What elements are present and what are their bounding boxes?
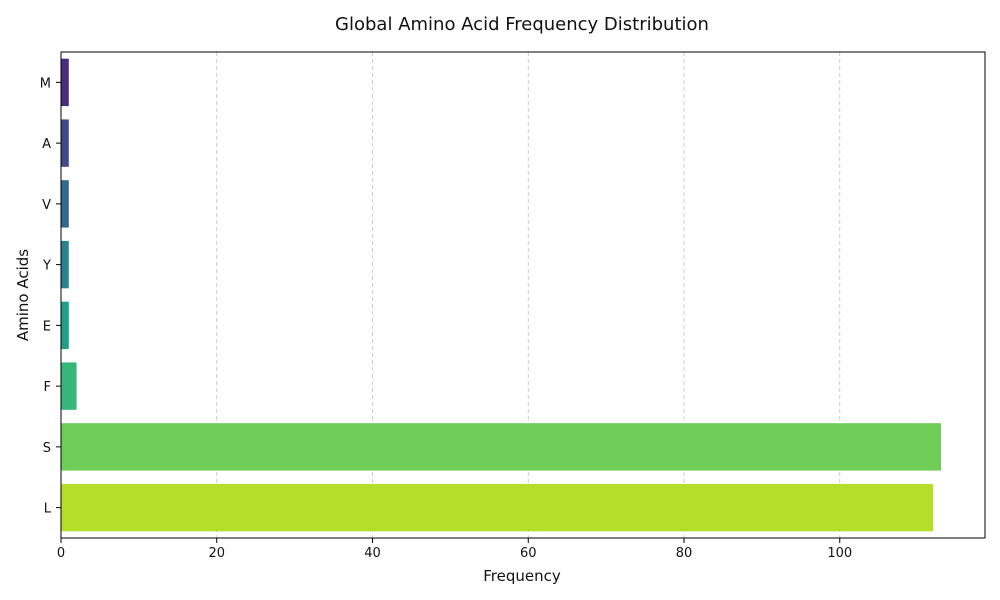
y-tick-label: L <box>44 502 52 517</box>
y-tick-label: F <box>44 380 51 395</box>
y-tick-label: V <box>42 198 51 213</box>
plot-frame <box>60 51 986 539</box>
y-tick-label: S <box>43 441 51 456</box>
bar-L <box>61 483 934 532</box>
bar-S <box>61 423 941 471</box>
y-axis-label: Amino Acids <box>14 249 32 341</box>
y-tick-label: M <box>40 76 51 91</box>
grid-lines <box>216 52 841 538</box>
x-tick-label: 80 <box>676 546 693 561</box>
bar-Y <box>61 240 69 289</box>
chart-title: Global Amino Acid Frequency Distribution <box>335 14 709 35</box>
axes-group: 0 20 40 60 80 100 M A V Y E F S L <box>40 51 986 561</box>
bar-E <box>61 301 69 350</box>
bar-A <box>61 119 69 167</box>
bar-V <box>61 180 69 228</box>
bar-F <box>61 362 77 410</box>
x-axis-label: Frequency <box>483 567 561 585</box>
y-tick-label: Y <box>42 259 51 274</box>
y-tick-label: A <box>42 137 51 152</box>
bar-M <box>61 58 69 107</box>
x-tick-label: 100 <box>827 546 852 561</box>
x-tick-label: 20 <box>208 546 225 561</box>
x-tick-label: 40 <box>364 546 381 561</box>
y-tick-label: E <box>43 319 51 334</box>
bars-group <box>61 58 941 532</box>
x-tick-label: 0 <box>57 546 65 561</box>
x-tick-label: 60 <box>520 546 537 561</box>
